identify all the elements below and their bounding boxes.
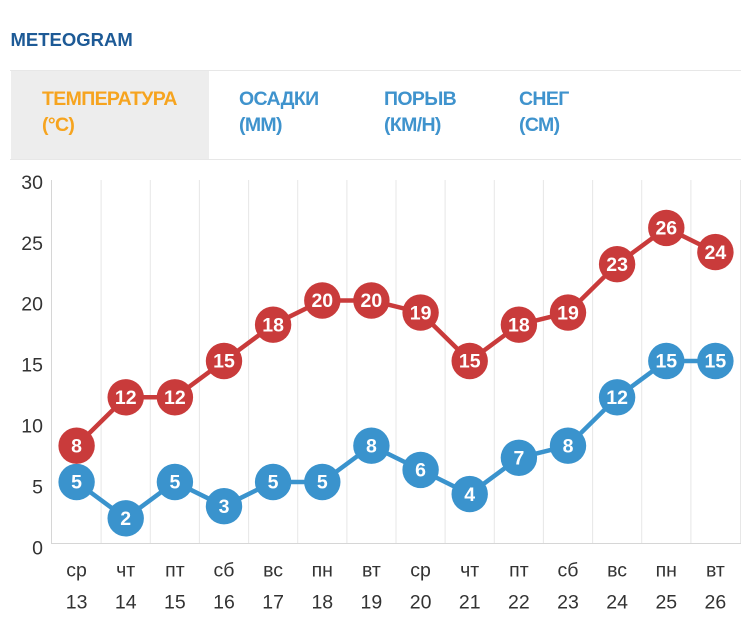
svg-text:вт: вт [362, 560, 381, 582]
svg-text:15: 15 [705, 351, 727, 373]
svg-text:пн: пн [656, 560, 677, 582]
svg-text:6: 6 [415, 460, 426, 482]
svg-text:20: 20 [410, 592, 432, 614]
svg-text:8: 8 [366, 435, 377, 457]
svg-text:18: 18 [508, 314, 530, 336]
svg-text:5: 5 [32, 477, 43, 499]
svg-text:20: 20 [311, 290, 333, 312]
svg-text:15: 15 [213, 351, 235, 373]
svg-text:15: 15 [21, 355, 43, 377]
svg-text:15: 15 [459, 351, 481, 373]
svg-text:26: 26 [705, 592, 727, 614]
svg-text:15: 15 [164, 592, 186, 614]
svg-text:22: 22 [508, 592, 530, 614]
svg-text:13: 13 [66, 592, 88, 614]
svg-text:вс: вс [263, 560, 283, 582]
svg-text:8: 8 [71, 435, 82, 457]
svg-text:19: 19 [410, 302, 432, 324]
svg-text:пт: пт [165, 560, 185, 582]
svg-text:18: 18 [311, 592, 333, 614]
svg-text:сб: сб [214, 560, 235, 582]
svg-text:вс: вс [607, 560, 627, 582]
svg-text:чт: чт [460, 560, 479, 582]
svg-text:19: 19 [557, 302, 579, 324]
svg-text:7: 7 [513, 448, 524, 470]
svg-text:12: 12 [606, 387, 628, 409]
svg-text:10: 10 [21, 416, 43, 438]
svg-text:8: 8 [563, 435, 574, 457]
svg-text:20: 20 [21, 294, 43, 316]
svg-text:5: 5 [71, 472, 82, 494]
svg-text:чт: чт [116, 560, 135, 582]
svg-text:25: 25 [21, 233, 43, 255]
svg-text:12: 12 [164, 387, 186, 409]
svg-text:пн: пн [312, 560, 333, 582]
svg-text:0: 0 [32, 538, 43, 560]
svg-text:5: 5 [317, 472, 328, 494]
svg-text:21: 21 [459, 592, 481, 614]
svg-text:17: 17 [262, 592, 284, 614]
svg-text:вт: вт [706, 560, 725, 582]
svg-text:23: 23 [606, 254, 628, 276]
svg-text:15: 15 [655, 351, 677, 373]
svg-text:2: 2 [120, 508, 131, 530]
svg-text:3: 3 [219, 496, 230, 518]
svg-text:18: 18 [262, 314, 284, 336]
svg-text:пт: пт [509, 560, 529, 582]
svg-text:ср: ср [66, 560, 87, 582]
svg-text:12: 12 [115, 387, 137, 409]
svg-text:30: 30 [21, 172, 43, 194]
svg-text:24: 24 [705, 242, 727, 264]
svg-text:4: 4 [464, 484, 475, 506]
svg-text:5: 5 [169, 472, 180, 494]
svg-text:26: 26 [655, 218, 677, 240]
svg-text:19: 19 [361, 592, 383, 614]
svg-text:16: 16 [213, 592, 235, 614]
svg-text:14: 14 [115, 592, 137, 614]
svg-text:ср: ср [410, 560, 431, 582]
svg-text:сб: сб [558, 560, 579, 582]
svg-text:20: 20 [361, 290, 383, 312]
svg-text:24: 24 [606, 592, 628, 614]
svg-text:25: 25 [655, 592, 677, 614]
svg-text:23: 23 [557, 592, 579, 614]
svg-text:5: 5 [268, 472, 279, 494]
